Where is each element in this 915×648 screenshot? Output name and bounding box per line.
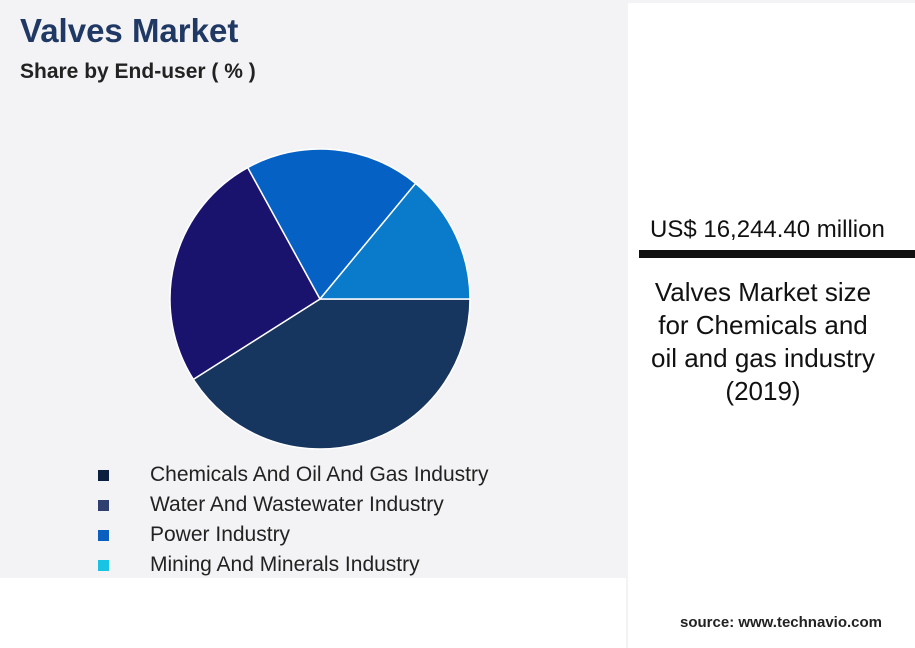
kpi-panel: US$ 16,244.40 million Valves Market size… <box>628 3 915 648</box>
kpi-value: US$ 16,244.40 million <box>650 216 885 243</box>
legend-swatch <box>98 499 109 511</box>
legend-swatch <box>98 469 109 481</box>
legend-label: Water And Wastewater Industry <box>150 493 444 516</box>
legend-item-chemicals: Chemicals And Oil And Gas Industry <box>98 460 489 490</box>
pie-chart <box>169 148 471 450</box>
kpi-description-line: (2019) <box>725 376 801 406</box>
legend-item-mining: Mining And Minerals Industry <box>98 550 489 580</box>
source-note: source: www.technavio.com <box>680 614 882 631</box>
kpi-description-line: oil and gas industry <box>650 343 876 373</box>
chart-title: Valves Market <box>20 12 239 49</box>
pie-slice-chemicals <box>192 298 471 450</box>
legend-swatch <box>98 559 109 571</box>
kpi-description: Valves Market size for Chemicals and oil… <box>628 276 898 408</box>
legend-label: Power Industry <box>150 523 291 546</box>
legend-label: Mining And Minerals Industry <box>150 553 420 576</box>
chart-subtitle: Share by End-user ( % ) <box>20 60 256 83</box>
pie-slice-power <box>246 148 417 301</box>
legend-label: Chemicals And Oil And Gas Industry <box>150 463 489 486</box>
kpi-divider <box>639 250 915 258</box>
legend-item-water: Water And Wastewater Industry <box>98 490 489 520</box>
legend-item-power: Power Industry <box>98 520 489 550</box>
kpi-description-line: Valves Market size <box>654 277 872 307</box>
bottom-strip <box>0 578 626 648</box>
chart-legend: Chemicals And Oil And Gas Industry Water… <box>98 460 489 580</box>
legend-swatch <box>98 529 109 541</box>
pie-slice-water <box>169 166 321 381</box>
pie-slice-mining <box>318 182 471 300</box>
kpi-description-line: for Chemicals and <box>658 310 868 340</box>
